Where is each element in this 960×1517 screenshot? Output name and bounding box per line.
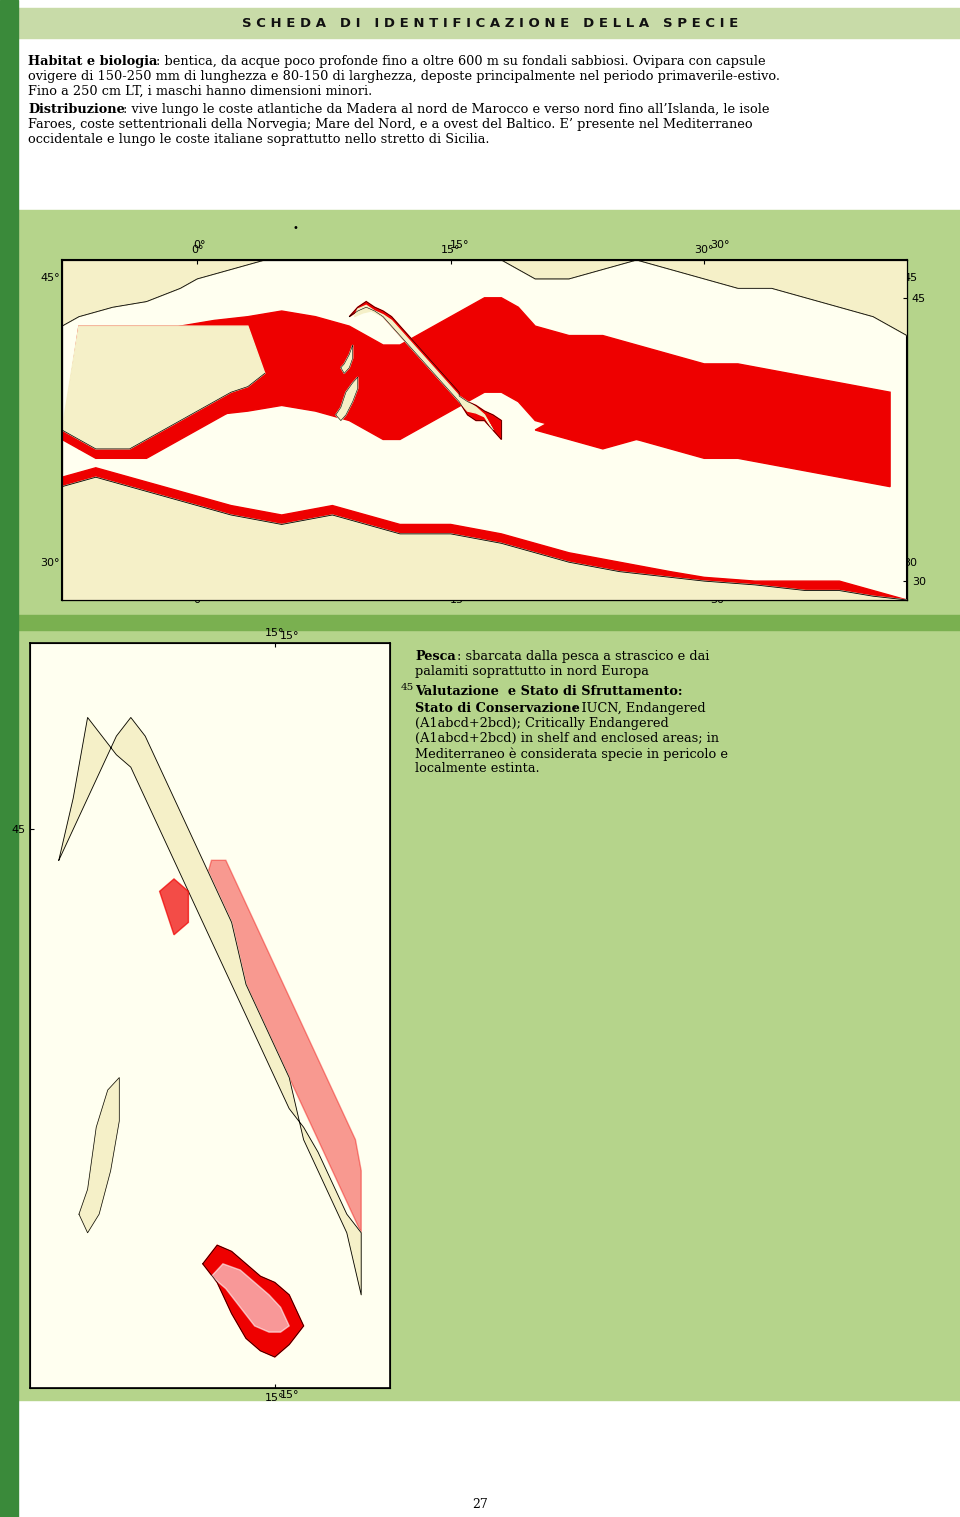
Text: occidentale e lungo le coste italiane soprattutto nello stretto di Sicilia.: occidentale e lungo le coste italiane so… [28, 133, 490, 146]
Polygon shape [79, 297, 890, 487]
Bar [18, 38, 960, 209]
Text: 15°: 15° [450, 595, 469, 605]
Text: 27: 27 [472, 1499, 488, 1511]
Polygon shape [159, 878, 188, 934]
Polygon shape [62, 259, 907, 335]
Polygon shape [59, 718, 361, 1296]
Bar [18, 627, 960, 1400]
Text: Distribuzione: Distribuzione [28, 103, 125, 115]
Text: 30: 30 [903, 558, 917, 567]
Bar [18, 221, 960, 614]
Text: Mediterraneo è considerata specie in pericolo e: Mediterraneo è considerata specie in per… [415, 746, 728, 760]
Polygon shape [203, 860, 361, 1233]
Text: : sbarcata dalla pesca a strascico e dai: : sbarcata dalla pesca a strascico e dai [457, 649, 709, 663]
Bar [18, 8, 960, 38]
Bar [0, 0, 18, 1517]
Polygon shape [62, 326, 265, 458]
Text: S C H E D A   D I   I D E N T I F I C A Z I O N E   D E L L A   S P E C I E: S C H E D A D I I D E N T I F I C A Z I … [242, 17, 738, 29]
Text: 30°: 30° [40, 558, 60, 567]
Polygon shape [62, 467, 907, 601]
Text: : IUCN, Endangered: : IUCN, Endangered [573, 702, 706, 715]
Text: : vive lungo le coste atlantiche da Madera al nord de Marocco e verso nord fino : : vive lungo le coste atlantiche da Made… [123, 103, 770, 115]
Text: Stato di Conservazione: Stato di Conservazione [415, 702, 580, 715]
Polygon shape [354, 305, 492, 429]
Text: 45: 45 [903, 273, 917, 284]
Text: (A1abcd+2bcd) in shelf and enclosed areas; in: (A1abcd+2bcd) in shelf and enclosed area… [415, 733, 719, 745]
Text: 0°: 0° [194, 595, 206, 605]
Text: Valutazione  e Stato di Sfruttamento:: Valutazione e Stato di Sfruttamento: [415, 686, 683, 698]
Text: •: • [292, 223, 298, 234]
Polygon shape [336, 378, 358, 420]
Polygon shape [349, 302, 501, 440]
Text: Faroes, coste settentrionali della Norvegia; Mare del Nord, e a ovest del Baltic: Faroes, coste settentrionali della Norve… [28, 118, 753, 130]
Polygon shape [79, 1077, 119, 1233]
Polygon shape [62, 326, 265, 449]
Polygon shape [536, 402, 705, 449]
Text: 30°: 30° [710, 595, 730, 605]
Text: Habitat e biologia: Habitat e biologia [28, 55, 157, 68]
Polygon shape [341, 344, 352, 373]
Text: 15°: 15° [280, 631, 300, 642]
Text: Pesca: Pesca [415, 649, 456, 663]
Text: 30°: 30° [710, 240, 730, 250]
Text: palamiti soprattutto in nord Europa: palamiti soprattutto in nord Europa [415, 664, 649, 678]
Text: localmente estinta.: localmente estinta. [415, 762, 540, 775]
Polygon shape [62, 259, 907, 335]
Text: 15°: 15° [450, 240, 469, 250]
Text: : bentica, da acque poco profonde fino a oltre 600 m su fondali sabbiosi. Ovipar: : bentica, da acque poco profonde fino a… [156, 55, 766, 68]
Text: 45°: 45° [40, 273, 60, 284]
Text: (A1abcd+2bcd); Critically Endangered: (A1abcd+2bcd); Critically Endangered [415, 718, 669, 730]
Text: 45: 45 [401, 683, 415, 692]
Polygon shape [211, 1264, 289, 1332]
Text: 15°: 15° [280, 1390, 300, 1400]
Polygon shape [203, 1245, 303, 1358]
Text: ovigere di 150-250 mm di lunghezza e 80-150 di larghezza, deposte principalmente: ovigere di 150-250 mm di lunghezza e 80-… [28, 70, 780, 83]
Text: Fino a 250 cm LT, i maschi hanno dimensioni minori.: Fino a 250 cm LT, i maschi hanno dimensi… [28, 85, 372, 99]
Text: 0°: 0° [194, 240, 206, 250]
Polygon shape [62, 478, 907, 601]
Text: 45: 45 [49, 725, 61, 736]
Bar [18, 209, 960, 221]
Bar [18, 614, 960, 630]
